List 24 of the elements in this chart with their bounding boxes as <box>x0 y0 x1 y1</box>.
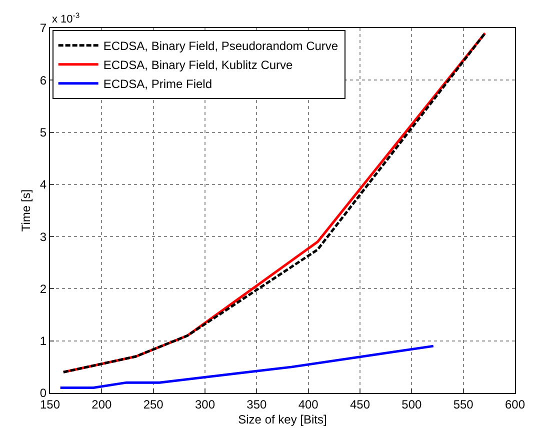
y-tick-label: 5 <box>40 125 47 140</box>
x-tick-label: 450 <box>350 397 370 412</box>
y-tick-label: 1 <box>40 334 47 348</box>
line-series <box>59 344 435 390</box>
x-tick-label: 550 <box>453 397 474 412</box>
x-axis-title: Size of key [Bits] <box>238 412 327 426</box>
x-tick-label: 300 <box>194 397 216 412</box>
x-tick-label: 500 <box>402 397 422 412</box>
x-tick-label: 400 <box>298 397 319 412</box>
x-tick-label: 200 <box>92 397 112 412</box>
x-tick-label: 250 <box>143 397 164 412</box>
text: x 10$^{-3}$ <box>52 11 80 26</box>
legend-label: ECDSA, Binary Field, Kublitz Curve <box>103 58 294 72</box>
legend-label: ECDSA, Binary Field, Pseudorandom Curve <box>103 39 338 54</box>
y-tick-label: 6 <box>40 73 47 88</box>
y-tick-label: 2 <box>40 282 47 296</box>
line-series <box>62 32 486 374</box>
legend-label: ECDSA, Prime Field <box>103 77 212 92</box>
x-tick-label: 600 <box>504 397 526 412</box>
x-tick-label: 350 <box>246 397 267 412</box>
y-axis-title: Time [s] <box>19 189 34 232</box>
y-tick-label: 3 <box>40 230 47 244</box>
y-tick-label: 7 <box>40 21 47 36</box>
y-tick-label: 4 <box>40 178 47 192</box>
